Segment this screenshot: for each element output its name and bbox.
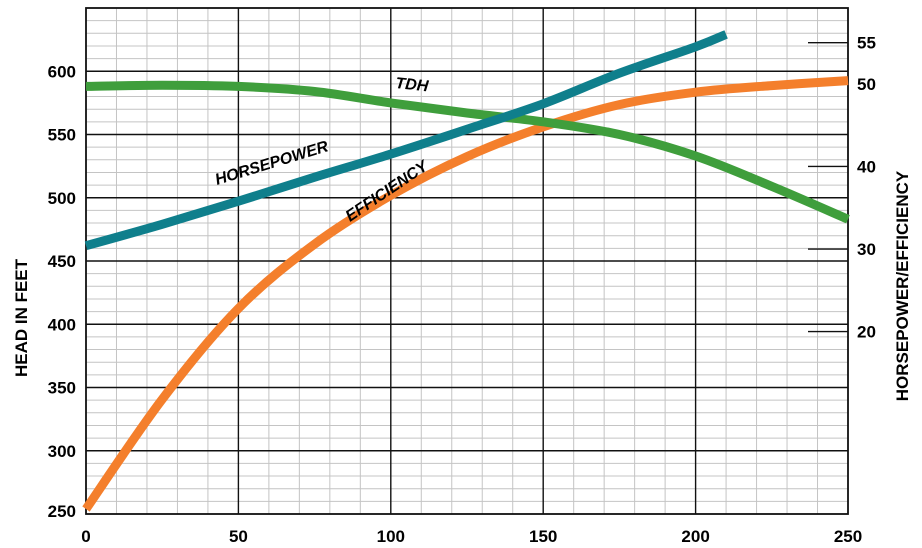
curves [82, 30, 850, 512]
y2-tick-label: 55 [857, 34, 876, 53]
x-tick-label: 200 [681, 527, 709, 546]
y2-tick-label: 50 [857, 75, 876, 94]
y-tick-label: 300 [48, 442, 76, 461]
y-tick-label: 450 [48, 252, 76, 271]
y-tick-label: 350 [48, 379, 76, 398]
y2-tick-label: 40 [857, 157, 876, 176]
x-tick-label: 250 [834, 527, 862, 546]
y-tick-label: 400 [48, 315, 76, 334]
y-tick-label: 250 [48, 502, 76, 521]
x-tick-label: 50 [229, 527, 248, 546]
horsepower-curve [84, 30, 728, 251]
x-tick-label: 0 [81, 527, 90, 546]
tdh-curve-label: TDH [395, 75, 430, 95]
x-tick-label: 150 [529, 527, 557, 546]
tdh-curve [85, 80, 850, 224]
y-tick-label: 600 [48, 62, 76, 81]
y2-axis-title: HORSEPOWER/EFFICIENCY [893, 170, 912, 401]
plot-border [85, 7, 849, 515]
efficiency-curve [82, 76, 849, 512]
y-tick-label: 500 [48, 189, 76, 208]
y2-tick-label: 30 [857, 240, 876, 259]
tick-labels: 0 50 100 150 200 250 250 300 350 400 450 500 550 600 2… [48, 34, 876, 546]
y-axis-title: HEAD IN FEET [12, 258, 31, 377]
y-tick-label: 550 [48, 126, 76, 145]
x-tick-label: 100 [377, 527, 405, 546]
y2-tick-label: 20 [857, 323, 876, 342]
major-grid [85, 7, 849, 515]
